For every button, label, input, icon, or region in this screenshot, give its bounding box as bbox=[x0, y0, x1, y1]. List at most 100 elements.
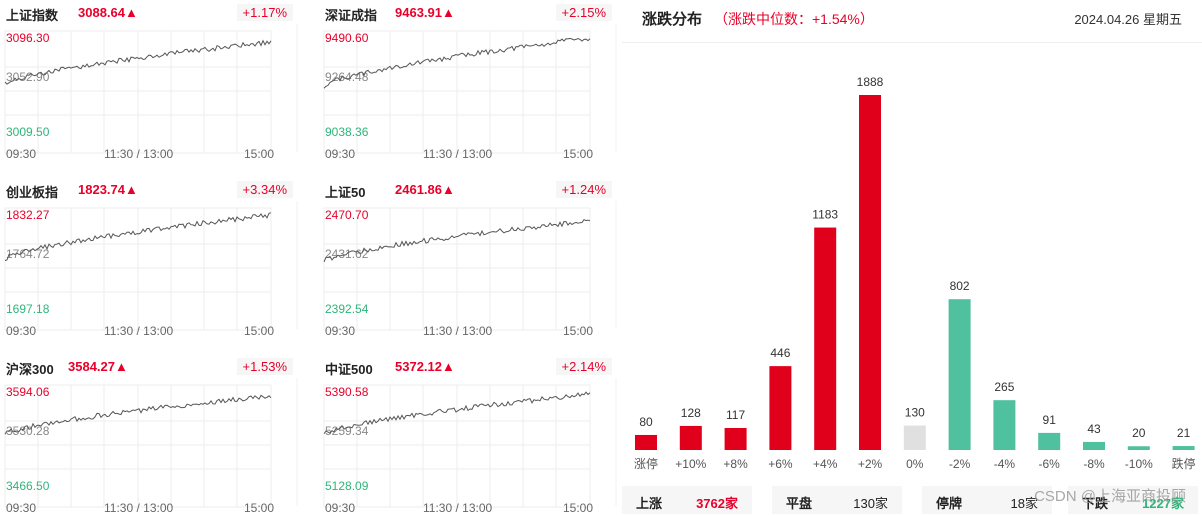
bar-value-label: 80 bbox=[639, 415, 653, 429]
time-close: 15:00 bbox=[563, 324, 593, 338]
axis-high-label: 1832.27 bbox=[6, 208, 50, 222]
time-close: 15:00 bbox=[563, 501, 593, 515]
distribution-title: 涨跌分布 bbox=[642, 11, 703, 28]
price-line bbox=[323, 37, 591, 89]
axis-low-label: 9038.36 bbox=[325, 125, 369, 139]
footer-flat: 平盘 130家 bbox=[772, 486, 902, 514]
index-name: 上证50 bbox=[325, 185, 366, 200]
bar-value-label: 130 bbox=[905, 406, 925, 420]
footer-down-value: 1227家 bbox=[1142, 496, 1184, 511]
axis-low-label: 1697.18 bbox=[6, 302, 50, 316]
trade-date: 2024.04.26 星期五 bbox=[1074, 12, 1182, 27]
time-close: 15:00 bbox=[244, 324, 274, 338]
time-mid: 11:30 / 13:00 bbox=[423, 324, 492, 338]
bar[interactable] bbox=[1083, 441, 1105, 450]
bar-category-label: +2% bbox=[858, 457, 883, 471]
bar-value-label: 802 bbox=[950, 279, 970, 293]
index-change: +2.15% bbox=[555, 4, 612, 21]
bar[interactable] bbox=[679, 425, 702, 450]
bar[interactable] bbox=[769, 366, 792, 450]
bar-category-label: +8% bbox=[723, 457, 748, 471]
axis-mid-label: 3530.28 bbox=[6, 424, 50, 438]
index-panel[interactable]: 上证指数 3088.64▲ +1.17% 3096.30 3052.90 3009.50 0… bbox=[0, 0, 300, 170]
footer-halt-value: 18家 bbox=[1010, 496, 1038, 511]
time-mid: 11:30 / 13:00 bbox=[423, 501, 492, 515]
median-change: （涨跌中位数：+1.54%） bbox=[714, 11, 874, 27]
axis-high-label: 5390.58 bbox=[325, 385, 369, 399]
bar[interactable] bbox=[948, 299, 971, 450]
time-mid: 11:30 / 13:00 bbox=[423, 147, 492, 161]
footer-halt: 停牌 18家 bbox=[922, 486, 1052, 514]
axis-low-label: 5128.09 bbox=[325, 479, 369, 493]
footer-flat-value: 130家 bbox=[853, 496, 888, 511]
panel-header: 创业板指 1823.74▲ +3.34% bbox=[6, 181, 293, 201]
bar-category-label: 涨停 bbox=[634, 456, 658, 471]
index-name: 沪深300 bbox=[6, 362, 54, 377]
index-price: 5372.12▲ bbox=[395, 359, 455, 374]
time-close: 15:00 bbox=[563, 147, 593, 161]
bar[interactable] bbox=[859, 95, 881, 450]
time-open: 09:30 bbox=[325, 324, 355, 338]
axis-mid-label: 3052.90 bbox=[6, 70, 50, 84]
time-close: 15:00 bbox=[244, 501, 274, 515]
time-mid: 11:30 / 13:00 bbox=[104, 324, 173, 338]
index-change: +1.24% bbox=[555, 181, 612, 198]
panel-header: 中证500 5372.12▲ +2.14% bbox=[325, 358, 612, 378]
bar-category-label: 跌停 bbox=[1172, 456, 1196, 471]
intraday-chart: 5390.58 5259.34 5128.09 09:30 11:30 / 13:00 1… bbox=[323, 378, 617, 515]
axis-high-label: 9490.60 bbox=[325, 31, 369, 45]
bar[interactable] bbox=[1172, 446, 1195, 450]
footer-down-label: 下跌 bbox=[1082, 496, 1109, 511]
bar-category-label: +6% bbox=[768, 457, 793, 471]
panel-header: 沪深300 3584.27▲ +1.53% bbox=[6, 358, 293, 378]
bar-category-label: 0% bbox=[906, 457, 924, 471]
axis-high-label: 3096.30 bbox=[6, 31, 50, 45]
price-line bbox=[323, 218, 591, 263]
index-price: 3584.27▲ bbox=[68, 359, 128, 374]
bar-value-label: 21 bbox=[1177, 426, 1191, 440]
intraday-chart: 3096.30 3052.90 3009.50 09:30 11:30 / 13:00 1… bbox=[4, 24, 298, 161]
bar[interactable] bbox=[993, 400, 1016, 450]
bar-category-label: -2% bbox=[949, 457, 971, 471]
footer-halt-label: 停牌 bbox=[936, 496, 963, 511]
price-line bbox=[323, 391, 591, 434]
panel-header: 上证50 2461.86▲ +1.24% bbox=[325, 181, 612, 201]
distribution-bar-chart: 80 涨停 128 +10% 117 +8% 446 +6% 1183 +4% 1888 +2% 130… bbox=[634, 75, 1196, 471]
bar-category-label: +4% bbox=[813, 457, 838, 471]
time-open: 09:30 bbox=[6, 324, 36, 338]
bar[interactable] bbox=[903, 425, 926, 450]
panel-header: 深证成指 9463.91▲ +2.15% bbox=[325, 4, 612, 24]
index-name: 中证500 bbox=[325, 362, 373, 377]
index-panel[interactable]: 创业板指 1823.74▲ +3.34% 1832.27 1764.72 1697.18 0… bbox=[0, 177, 300, 347]
index-panel[interactable]: 沪深300 3584.27▲ +1.53% 3594.06 3530.28 3466.50… bbox=[0, 354, 300, 515]
index-price: 2461.86▲ bbox=[395, 182, 455, 197]
index-panel[interactable]: 中证500 5372.12▲ +2.14% 5390.58 5259.34 5128.09… bbox=[319, 354, 619, 515]
bar-category-label: -10% bbox=[1125, 457, 1153, 471]
watermark: CSDN @上海亚商投顾 bbox=[1034, 488, 1186, 505]
index-panel[interactable]: 深证成指 9463.91▲ +2.15% 9490.60 9264.48 9038.36 0… bbox=[319, 0, 619, 170]
bar-value-label: 1183 bbox=[812, 208, 838, 222]
footer-flat-label: 平盘 bbox=[786, 496, 813, 511]
price-line bbox=[4, 212, 272, 262]
axis-low-label: 3466.50 bbox=[6, 479, 50, 493]
index-name: 深证成指 bbox=[325, 8, 378, 23]
bar[interactable] bbox=[724, 428, 747, 450]
bar-value-label: 91 bbox=[1043, 413, 1057, 427]
time-open: 09:30 bbox=[6, 501, 36, 515]
axis-low-label: 3009.50 bbox=[6, 125, 50, 139]
footer-up: 上涨 3762家 bbox=[622, 486, 752, 514]
footer-up-value: 3762家 bbox=[696, 496, 738, 511]
index-change: +3.34% bbox=[236, 181, 293, 198]
bar[interactable] bbox=[635, 434, 657, 450]
index-price: 1823.74▲ bbox=[78, 182, 138, 197]
bar[interactable] bbox=[1127, 446, 1150, 450]
bar[interactable] bbox=[1038, 432, 1061, 450]
time-open: 09:30 bbox=[6, 147, 36, 161]
index-panel[interactable]: 上证50 2461.86▲ +1.24% 2470.70 2431.62 2392.54 0… bbox=[319, 177, 619, 347]
time-open: 09:30 bbox=[325, 501, 355, 515]
panel-header: 上证指数 3088.64▲ +1.17% bbox=[6, 4, 293, 24]
bar-value-label: 43 bbox=[1087, 422, 1101, 436]
bar[interactable] bbox=[814, 227, 837, 450]
